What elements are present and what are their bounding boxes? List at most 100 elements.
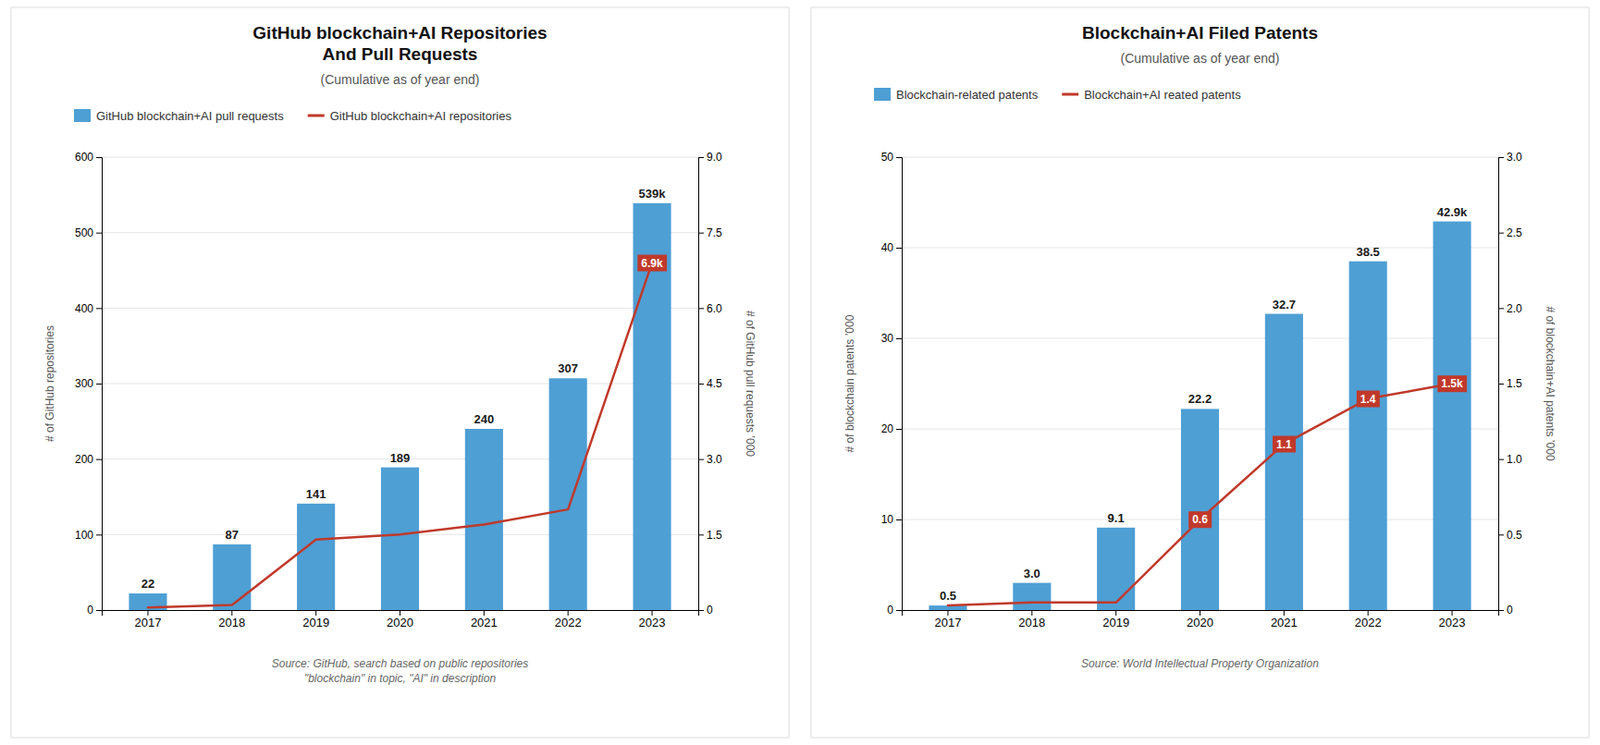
tick-mark bbox=[896, 519, 902, 521]
y-axis-tick: 100 bbox=[74, 529, 102, 542]
x-tick-label: 2022 bbox=[554, 615, 582, 630]
bar bbox=[1265, 314, 1304, 611]
grid-line bbox=[901, 247, 1499, 249]
tick-mark bbox=[399, 610, 401, 616]
tick-mark bbox=[1498, 157, 1504, 159]
y-axis-tick-label: 0 bbox=[886, 603, 894, 617]
source: Source: World Intellectual Property Orga… bbox=[1081, 657, 1319, 671]
title: GitHub blockchain+AI RepositoriesAnd Pul… bbox=[252, 23, 547, 64]
bar-label: 539k bbox=[639, 186, 667, 201]
axis-line bbox=[96, 158, 103, 612]
x-tick-label: 2018 bbox=[1018, 615, 1046, 630]
y-axis-tick-label: 20 bbox=[881, 422, 895, 436]
y-axis-tick: 0 bbox=[86, 603, 102, 617]
legend: GitHub blockchain+AI pull requests GitHub… bbox=[73, 109, 512, 124]
y2-axis-tick-label: 1.5 bbox=[706, 529, 723, 542]
x-tick: 2023 bbox=[639, 610, 666, 630]
y-axis-tick: 20 bbox=[881, 422, 902, 436]
y-axis-tick: 40 bbox=[881, 241, 902, 255]
line-label-text: 1.4 bbox=[1360, 393, 1377, 407]
legend-swatch bbox=[1061, 93, 1079, 97]
x-tick: 2017 bbox=[135, 610, 162, 630]
bar-label: 32.7 bbox=[1272, 297, 1296, 312]
y2-axis-tick: 0 bbox=[698, 603, 714, 617]
legend-swatch bbox=[73, 109, 91, 123]
chart-panel: GitHub blockchain+AI RepositoriesAnd Pul… bbox=[11, 7, 789, 739]
y2-axis-tick-label: 3.0 bbox=[706, 453, 723, 467]
y2-axis-tick-label: 0.5 bbox=[1506, 529, 1523, 542]
grid-line bbox=[101, 232, 699, 234]
chart-panel: Blockchain+AI Filed Patents(Cumulative a… bbox=[811, 7, 1589, 739]
x-tick: 2023 bbox=[1439, 610, 1466, 630]
panel-border bbox=[11, 7, 789, 739]
y2-axis-tick: 3.0 bbox=[1498, 150, 1523, 164]
tick-mark bbox=[698, 610, 704, 612]
x-tick: 2021 bbox=[470, 610, 498, 630]
tick-mark bbox=[1031, 610, 1033, 616]
source: Source: GitHub, search based on public r… bbox=[271, 657, 529, 686]
tick-mark bbox=[96, 233, 102, 234]
y2-axis-tick-label: 3.0 bbox=[1506, 150, 1523, 164]
y-axis-tick-label: 30 bbox=[881, 332, 895, 345]
line-label-text: 1.1 bbox=[1276, 438, 1293, 452]
x-tick-label: 2021 bbox=[1270, 615, 1298, 630]
bar-label: 0.5 bbox=[939, 589, 957, 604]
bar bbox=[1096, 528, 1135, 611]
data-labels: 2287141189240307539k6.9k bbox=[141, 186, 667, 591]
tick-mark bbox=[483, 610, 485, 616]
tick-mark bbox=[96, 157, 102, 159]
y2-axis-tick: 1.5 bbox=[698, 529, 723, 542]
y-axis-tick-label: 300 bbox=[74, 377, 94, 391]
tick-mark bbox=[896, 247, 902, 249]
bar bbox=[381, 467, 419, 611]
line-label-box bbox=[637, 255, 667, 272]
y2-axis-tick-label: 4.5 bbox=[706, 377, 723, 391]
x-tick-label: 2017 bbox=[935, 615, 962, 630]
legend-label: GitHub blockchain+AI repositories bbox=[330, 109, 513, 124]
y-axis: 0100200300400500600 bbox=[74, 150, 103, 617]
line bbox=[147, 262, 653, 608]
bar-label: 42.9k bbox=[1437, 205, 1468, 220]
line-label-text: 6.9k bbox=[640, 257, 664, 271]
y-axis-tick: 600 bbox=[74, 150, 102, 164]
tick-mark bbox=[698, 383, 704, 385]
tick-mark bbox=[231, 610, 233, 616]
tick-mark bbox=[698, 233, 704, 234]
bar-label: 22 bbox=[141, 577, 155, 591]
y-axis-tick-label: 50 bbox=[881, 150, 895, 164]
legend-label: GitHub blockchain+AI pull requests bbox=[96, 109, 284, 124]
y-axis-tick: 10 bbox=[881, 513, 902, 527]
x-tick-label: 2019 bbox=[302, 615, 330, 630]
x-tick: 2017 bbox=[935, 610, 962, 630]
bar-label: 240 bbox=[473, 412, 494, 427]
tick-mark bbox=[896, 157, 902, 159]
y-axis-tick-label: 100 bbox=[74, 529, 94, 542]
y-axis-tick-label: 400 bbox=[74, 302, 94, 316]
line-label: 1.1 bbox=[1272, 436, 1296, 454]
y-axis-tick: 0 bbox=[886, 603, 902, 617]
plot-marks bbox=[128, 203, 671, 611]
y2-axis: 01.53.04.56.07.59.0 bbox=[698, 150, 723, 617]
legend-label: Blockchain-related patents bbox=[896, 87, 1039, 102]
y-axis-tick-label: 500 bbox=[74, 226, 94, 240]
tick-mark bbox=[1283, 610, 1285, 616]
tick-mark bbox=[652, 610, 653, 616]
tick-mark bbox=[1199, 610, 1201, 616]
bar-label: 3.0 bbox=[1023, 566, 1041, 581]
figure: GitHub blockchain+AI RepositoriesAnd Pul… bbox=[0, 0, 1600, 745]
line-label: 0.6 bbox=[1188, 511, 1212, 529]
x-tick: 2022 bbox=[1354, 610, 1382, 630]
bar bbox=[632, 203, 671, 611]
grid-line bbox=[901, 157, 1499, 159]
y2-axis-tick: 0 bbox=[1498, 603, 1514, 617]
tick-mark bbox=[96, 383, 102, 385]
tick-mark bbox=[896, 338, 902, 340]
y2-axis-title: # of GitHub pull requests ’000 bbox=[743, 310, 757, 457]
data-labels: 0.53.09.122.232.738.542.9k0.61.11.41.5k bbox=[939, 205, 1468, 604]
grid-line bbox=[101, 307, 699, 309]
tick-mark bbox=[96, 534, 102, 536]
bar-label: 38.5 bbox=[1356, 245, 1380, 259]
x-tick-label: 2023 bbox=[1439, 615, 1466, 630]
line-label-text: 1.5k bbox=[1440, 377, 1464, 391]
grid-line bbox=[901, 338, 1499, 340]
